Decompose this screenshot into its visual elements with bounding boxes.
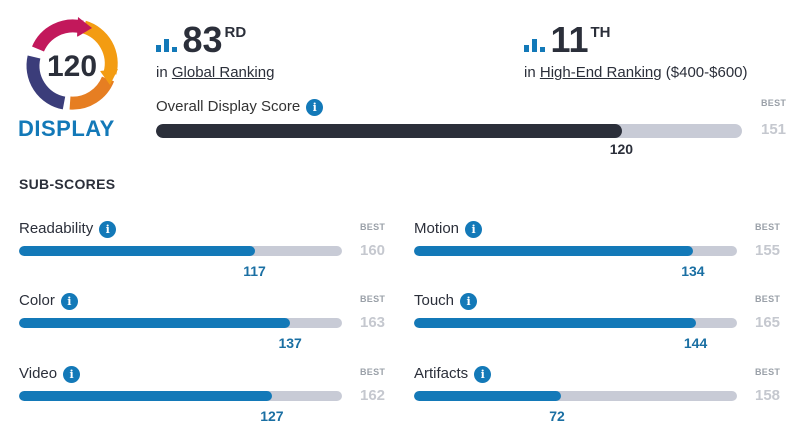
global-rank-prefix: in: [156, 64, 168, 81]
artifacts-score-value: 72: [549, 408, 565, 424]
readability-label: Readability: [19, 220, 94, 237]
segment-rank-suffix: TH: [590, 24, 611, 41]
color-best-label: BEST: [360, 294, 386, 304]
video-score-bar: [19, 391, 342, 401]
bar-chart-icon: [524, 39, 545, 52]
video-score-value: 127: [260, 408, 284, 424]
touch-label-group: Touch i: [414, 292, 478, 310]
info-icon[interactable]: i: [465, 220, 483, 238]
readability-label-group: Readability i: [19, 220, 117, 238]
global-rank-number: 83: [182, 19, 223, 60]
motion-label-group: Motion i: [414, 220, 483, 238]
display-score-badge: 120: [26, 17, 118, 110]
info-icon[interactable]: i: [460, 292, 478, 310]
badge-score: 120: [47, 50, 97, 83]
touch-best-label: BEST: [755, 294, 781, 304]
readability-score-fill: [19, 246, 256, 256]
color-best-value: 163: [360, 314, 386, 331]
info-icon[interactable]: i: [60, 292, 78, 310]
color-label: Color: [19, 292, 55, 309]
segment-rank-prefix: in: [524, 64, 536, 81]
motion-score-value: 134: [681, 263, 705, 279]
color-score-bar: [19, 318, 342, 328]
video-label: Video: [19, 365, 58, 382]
color-score-fill: [19, 318, 291, 328]
subscores-heading: SUB-SCORES: [19, 176, 116, 192]
touch-label: Touch: [414, 292, 455, 309]
global-rank-caption: in Global Ranking: [156, 64, 274, 81]
overall-best-value: 151: [761, 121, 787, 138]
video-best-value: 162: [360, 387, 386, 404]
readability-best-label: BEST: [360, 222, 386, 232]
touch-score-bar: [414, 318, 737, 328]
color-label-group: Color i: [19, 292, 78, 310]
artifacts-score-bar: [414, 391, 737, 401]
touch-score-fill: [414, 318, 696, 328]
info-icon[interactable]: i: [63, 365, 81, 383]
motion-label: Motion: [414, 220, 460, 237]
badge-label: DISPLAY: [18, 116, 115, 141]
readability-best-value: 160: [360, 242, 386, 259]
motion-best-value: 155: [755, 242, 781, 259]
overall-score-title: Overall Display Score i: [156, 98, 324, 116]
overall-score-value: 120: [609, 141, 634, 157]
high-end-ranking-link[interactable]: High-End Ranking: [539, 64, 662, 81]
readability-score-bar: [19, 246, 342, 256]
artifacts-label-group: Artifacts i: [414, 365, 492, 383]
segment-price-range: ($400-$600): [665, 64, 748, 81]
color-score-value: 137: [278, 335, 302, 351]
video-score-fill: [19, 391, 273, 401]
motion-best-label: BEST: [755, 222, 781, 232]
artifacts-label: Artifacts: [414, 365, 469, 382]
artifacts-best-label: BEST: [755, 367, 781, 377]
overall-score-bar: [156, 124, 742, 138]
artifacts-best-value: 158: [755, 387, 781, 404]
touch-best-value: 165: [755, 314, 781, 331]
overall-best-label: BEST: [761, 98, 787, 108]
overall-score-fill: [156, 124, 622, 138]
overall-score-label: Overall Display Score: [156, 98, 301, 115]
video-best-label: BEST: [360, 367, 386, 377]
readability-score-value: 117: [243, 263, 266, 279]
video-label-group: Video i: [19, 365, 81, 383]
global-ranking-link[interactable]: Global Ranking: [171, 64, 275, 81]
info-icon[interactable]: i: [306, 98, 324, 116]
bar-chart-icon: [156, 39, 177, 52]
motion-score-bar: [414, 246, 737, 256]
segment-rank: 11 TH: [524, 22, 611, 58]
motion-score-fill: [414, 246, 694, 256]
global-rank-suffix: RD: [224, 24, 247, 41]
touch-score-value: 144: [683, 335, 708, 351]
info-icon[interactable]: i: [474, 365, 492, 383]
segment-rank-caption: in High-End Ranking ($400-$600): [524, 64, 748, 81]
artifacts-score-fill: [414, 391, 562, 401]
global-rank: 83 RD: [156, 22, 246, 58]
info-icon[interactable]: i: [99, 220, 117, 238]
segment-rank-number: 11: [550, 19, 589, 60]
